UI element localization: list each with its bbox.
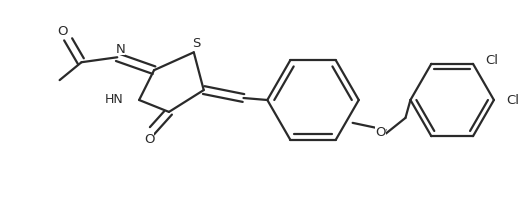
Text: HN: HN bbox=[105, 92, 123, 105]
Text: O: O bbox=[375, 126, 386, 139]
Text: S: S bbox=[192, 37, 201, 50]
Text: O: O bbox=[144, 133, 154, 146]
Text: Cl: Cl bbox=[485, 54, 498, 67]
Text: N: N bbox=[115, 43, 125, 56]
Text: O: O bbox=[57, 25, 68, 38]
Text: Cl: Cl bbox=[506, 94, 519, 107]
